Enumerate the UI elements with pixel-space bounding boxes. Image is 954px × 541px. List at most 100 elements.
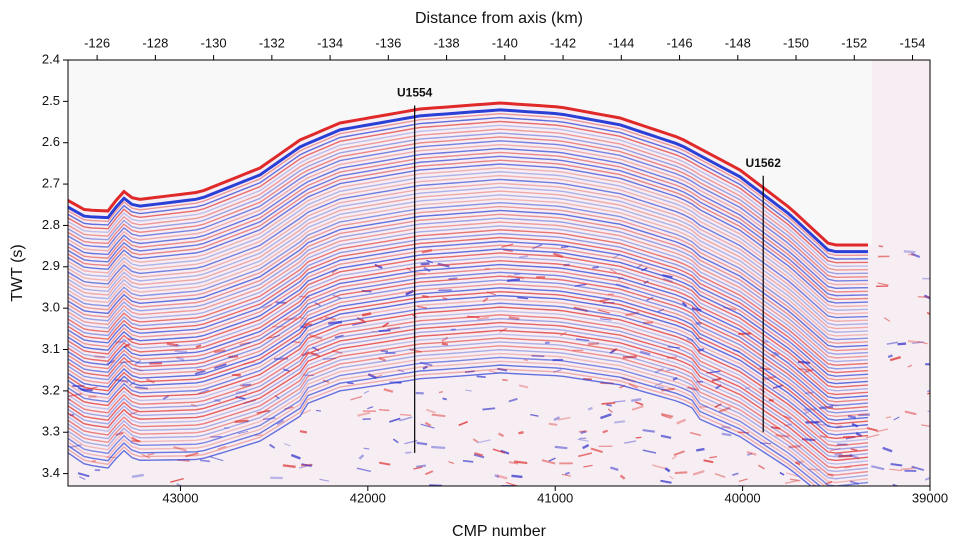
noise (927, 410, 930, 413)
noise (657, 308, 665, 313)
noise (334, 334, 344, 339)
noise (378, 329, 391, 333)
x2-tick-label: -132 (259, 35, 285, 50)
site-label: U1562 (746, 156, 782, 170)
noise (316, 491, 320, 494)
reflector (68, 372, 813, 486)
reflector (68, 167, 869, 308)
noise (131, 473, 144, 478)
reflector (68, 225, 869, 363)
reflector (68, 174, 869, 315)
noise (397, 369, 405, 373)
y-tick-label: 2.6 (42, 134, 60, 149)
noise (507, 274, 514, 277)
noise (482, 297, 489, 303)
noise (602, 429, 608, 434)
noise (476, 316, 490, 321)
noise (262, 303, 273, 309)
noise (590, 447, 603, 453)
noise (889, 355, 902, 362)
x2-tick-label: -126 (84, 35, 110, 50)
noise (664, 467, 671, 473)
noise (409, 348, 422, 353)
x2-tick-label: -154 (900, 35, 926, 50)
noise (134, 386, 149, 390)
noise (609, 268, 617, 274)
noise (458, 420, 469, 427)
noise (883, 317, 891, 322)
noise (514, 460, 528, 465)
x2-tick-label: -134 (317, 35, 343, 50)
noise (405, 289, 414, 296)
noise (448, 277, 458, 281)
noise (361, 312, 372, 317)
reflector (68, 352, 869, 484)
reflector (68, 356, 869, 486)
noise (425, 470, 434, 476)
noise (378, 356, 387, 362)
noise (903, 250, 916, 254)
noise (709, 455, 718, 459)
noise (310, 352, 320, 358)
noise (672, 376, 678, 381)
noise (635, 436, 642, 439)
noise (850, 447, 858, 452)
noise (843, 466, 852, 469)
reflector (68, 267, 869, 403)
noise (336, 491, 345, 493)
noise (689, 431, 702, 437)
y-tick-label: 3.1 (42, 341, 60, 356)
noise (866, 427, 878, 432)
noise (759, 367, 772, 371)
noise (173, 446, 187, 452)
noise (508, 461, 519, 465)
noise (357, 411, 371, 417)
noise (301, 351, 310, 357)
noise (642, 449, 657, 454)
noise (511, 474, 523, 479)
y-tick-label: 2.5 (42, 93, 60, 108)
noise (773, 351, 780, 356)
noise (518, 430, 524, 435)
reflector (68, 325, 869, 458)
noise (420, 423, 435, 429)
reflector (68, 229, 869, 366)
reflector (68, 171, 869, 311)
noise (660, 412, 674, 418)
noise (900, 467, 915, 471)
noise (681, 301, 688, 307)
reflector (68, 298, 869, 432)
noise (746, 450, 757, 456)
noise (383, 388, 394, 393)
noise (387, 326, 401, 330)
noise (420, 262, 430, 266)
noise (660, 434, 672, 440)
noise (143, 493, 155, 494)
noise (356, 467, 372, 473)
noise (283, 443, 291, 447)
noise (738, 478, 748, 483)
y-tick-label: 3.2 (42, 382, 60, 397)
reflector (68, 194, 869, 333)
reflector (68, 248, 869, 385)
noise (666, 368, 675, 372)
reflector (68, 341, 869, 473)
noise (262, 417, 276, 421)
noise (582, 443, 590, 450)
x2-axis-label: Distance from axis (km) (415, 10, 583, 27)
noise (503, 249, 513, 253)
reflector (68, 140, 869, 282)
noise (732, 472, 739, 477)
noise (242, 485, 252, 486)
noise (714, 472, 726, 478)
noise (441, 342, 448, 346)
noise (631, 405, 644, 411)
noise (721, 432, 732, 437)
noise (505, 481, 518, 486)
noise (936, 316, 948, 317)
noise (652, 464, 666, 470)
noise (214, 399, 221, 402)
noise (878, 245, 884, 248)
noise (141, 453, 151, 459)
site-label: U1554 (397, 86, 433, 100)
